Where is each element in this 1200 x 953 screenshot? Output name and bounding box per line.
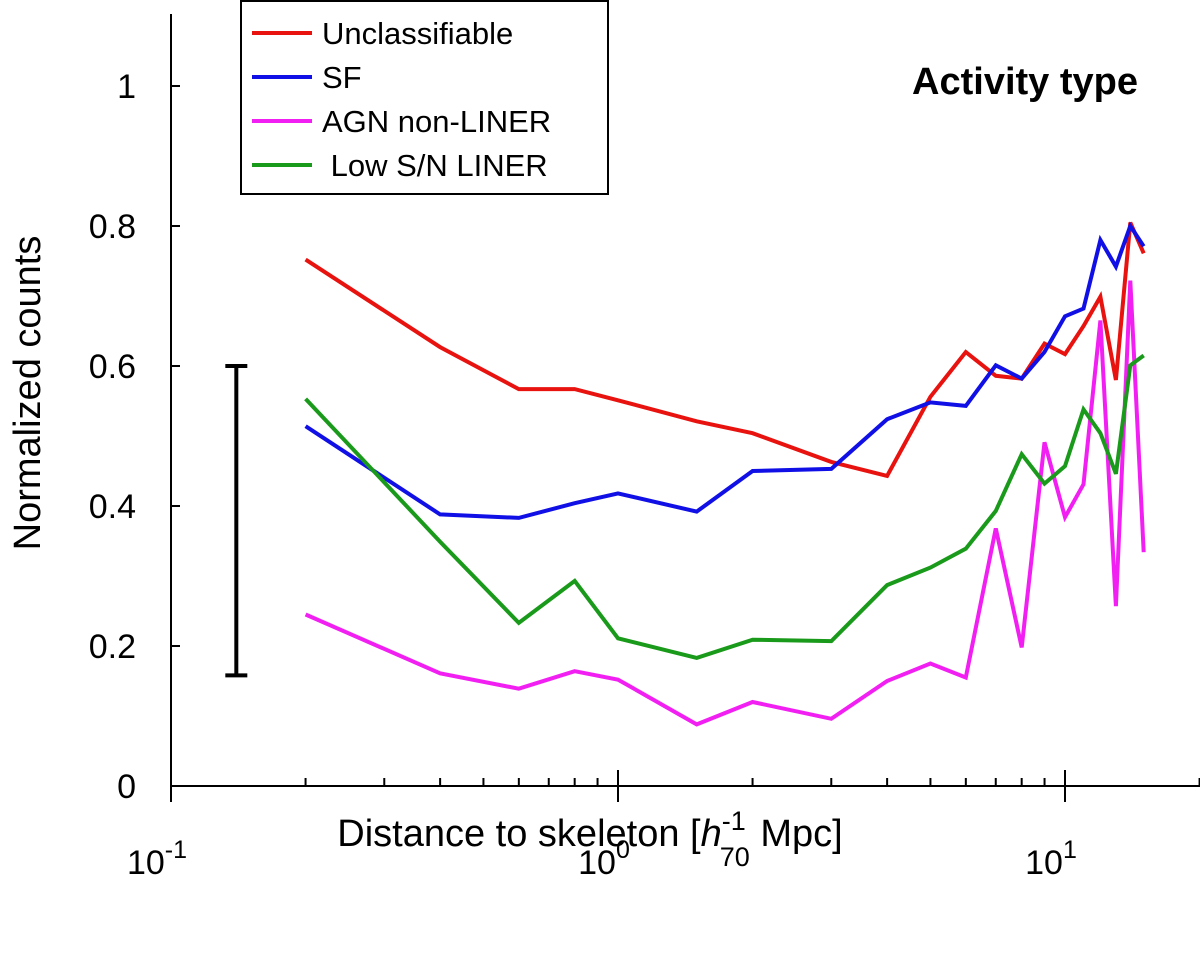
x-axis-title-prefix: Distance to skeleton [ <box>337 813 701 855</box>
series-line-1 <box>304 221 1146 520</box>
y-tick-label-1: 0.2 <box>89 628 136 666</box>
y-ticks: 0 0.2 0.4 0.6 0.8 1 <box>89 68 180 806</box>
x-tick-label-1: 100 <box>578 836 630 882</box>
error-bar <box>225 364 248 678</box>
axes <box>170 14 1200 787</box>
x-tick-label-0: 10-1 <box>127 836 187 882</box>
series-layer <box>304 221 1146 727</box>
series-line-3 <box>304 353 1145 660</box>
x-axis-title-sup: -1 <box>722 806 746 836</box>
legend-items: Unclassifiable SF AGN non-LINER Low S/N LI… <box>252 16 551 183</box>
y-tick-label-4: 0.8 <box>89 208 136 246</box>
legend-label-2: AGN non-LINER <box>322 104 551 139</box>
legend-label-1: SF <box>322 60 362 95</box>
series-line-0 <box>304 221 1146 479</box>
x-axis-title-var: h <box>701 813 722 855</box>
legend-label-0: Unclassifiable <box>322 16 513 51</box>
y-tick-label-3: 0.6 <box>89 348 136 386</box>
legend: Unclassifiable SF AGN non-LINER Low S/N LI… <box>240 0 609 195</box>
y-axis-title: Normalized counts <box>7 236 49 551</box>
x-axis-title: Distance to skeleton [h-1 70 Mpc] <box>337 806 842 872</box>
y-tick-label-2: 0.4 <box>89 488 136 526</box>
x-axis-title-sub: 70 <box>720 842 750 872</box>
chart-title: Activity type <box>912 61 1138 103</box>
legend-label-3: Low S/N LINER <box>322 148 548 183</box>
series-line-2 <box>304 280 1146 727</box>
x-tick-label-2: 101 <box>1025 836 1077 882</box>
y-tick-label-0: 0 <box>117 768 136 806</box>
x-axis-title-suffix: Mpc] <box>750 813 843 855</box>
y-tick-label-5: 1 <box>117 68 136 106</box>
x-ticks: 10-1 100 101 <box>127 770 1200 882</box>
